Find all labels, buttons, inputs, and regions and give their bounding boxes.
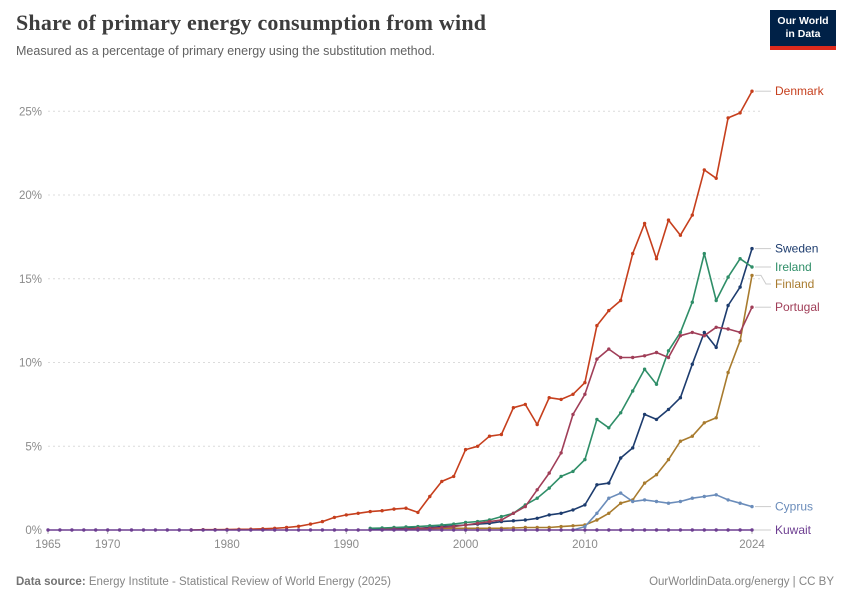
series-label-ireland[interactable]: Ireland xyxy=(755,260,812,274)
chart-title: Share of primary energy consumption from… xyxy=(16,10,487,35)
series-line-kuwait[interactable] xyxy=(46,528,754,532)
svg-text:Ireland: Ireland xyxy=(775,260,812,274)
x-axis-tick-label: 1990 xyxy=(334,539,360,551)
x-axis-tick-label: 1970 xyxy=(95,539,121,551)
svg-text:Portugal: Portugal xyxy=(775,300,820,314)
y-axis-tick-label: 0% xyxy=(25,525,42,537)
series-label-denmark[interactable]: Denmark xyxy=(755,84,825,98)
x-axis-tick-label: 2000 xyxy=(453,539,479,551)
svg-text:Kuwait: Kuwait xyxy=(775,523,812,537)
y-axis-tick-label: 25% xyxy=(19,106,42,118)
series-label-finland[interactable]: Finland xyxy=(755,274,814,291)
data-source-text: Energy Institute - Statistical Review of… xyxy=(88,576,391,588)
series-line-ireland[interactable] xyxy=(368,251,754,530)
series-line-denmark[interactable] xyxy=(189,89,754,532)
data-source-label: Data source: xyxy=(16,576,86,588)
owid-logo[interactable]: Our World in Data xyxy=(770,10,836,50)
svg-text:Cyprus: Cyprus xyxy=(775,500,813,514)
svg-text:Denmark: Denmark xyxy=(775,84,825,98)
svg-text:Finland: Finland xyxy=(775,277,814,291)
gridlines: 0% 5% 10% 15% 20% 25% xyxy=(19,106,760,537)
x-axis-tick-label: 2024 xyxy=(739,539,765,551)
series-label-kuwait[interactable]: Kuwait xyxy=(755,523,812,537)
owid-logo-line1: Our World xyxy=(777,14,829,27)
y-axis-tick-label: 5% xyxy=(25,441,42,453)
series-line-cyprus[interactable] xyxy=(571,491,754,532)
y-axis-tick-label: 10% xyxy=(19,358,42,370)
data-source-note: Data source: Energy Institute - Statisti… xyxy=(16,576,391,588)
series-label-portugal[interactable]: Portugal xyxy=(755,300,820,314)
chart-footer: Data source: Energy Institute - Statisti… xyxy=(16,576,834,588)
y-axis-tick-label: 20% xyxy=(19,190,42,202)
series-label-cyprus[interactable]: Cyprus xyxy=(755,500,813,514)
series-line-finland[interactable] xyxy=(380,273,754,532)
x-axis: 1965 1970 1980 1990 2000 2010 2024 xyxy=(35,530,765,551)
x-axis-tick-label: 2010 xyxy=(572,539,598,551)
credit-link[interactable]: OurWorldinData.org/energy | CC BY xyxy=(649,576,834,588)
series-label-sweden[interactable]: Sweden xyxy=(755,242,818,256)
svg-text:Sweden: Sweden xyxy=(775,242,818,256)
chart-header: Share of primary energy consumption from… xyxy=(16,10,750,58)
x-axis-tick-label: 1965 xyxy=(35,539,61,551)
x-axis-tick-label: 1980 xyxy=(214,539,240,551)
owid-logo-line2: in Data xyxy=(785,28,821,40)
chart-subtitle: Measured as a percentage of primary ener… xyxy=(16,44,435,58)
y-axis-tick-label: 15% xyxy=(19,274,42,286)
